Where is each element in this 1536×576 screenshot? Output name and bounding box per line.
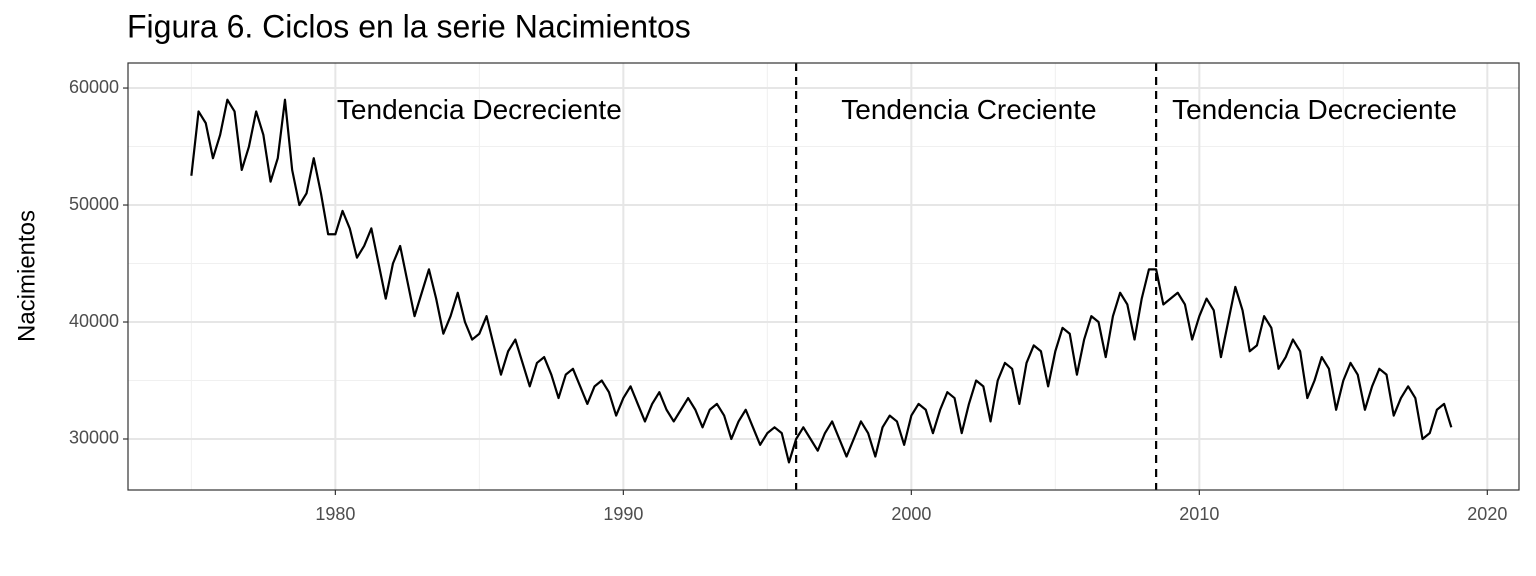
x-tick-label: 2010 (1179, 504, 1219, 524)
x-tick-label: 1990 (603, 504, 643, 524)
plot-background (128, 63, 1519, 490)
x-tick-label: 1980 (315, 504, 355, 524)
y-tick-label: 40000 (69, 311, 119, 331)
annotation: Tendencia Decreciente (1172, 94, 1457, 125)
x-tick-label: 2020 (1467, 504, 1507, 524)
annotation: Tendencia Decreciente (337, 94, 622, 125)
data-line (190, 98, 1453, 464)
y-tick-label: 60000 (69, 77, 119, 97)
x-tick-label: 2000 (891, 504, 931, 524)
chart-title: Figura 6. Ciclos en la serie Nacimientos (127, 8, 691, 44)
annotation: Tendencia Creciente (841, 94, 1096, 125)
plot-border (127, 62, 1520, 491)
y-tick-label: 30000 (69, 428, 119, 448)
y-axis-label: Nacimientos (13, 210, 40, 342)
y-tick-label: 50000 (69, 194, 119, 214)
